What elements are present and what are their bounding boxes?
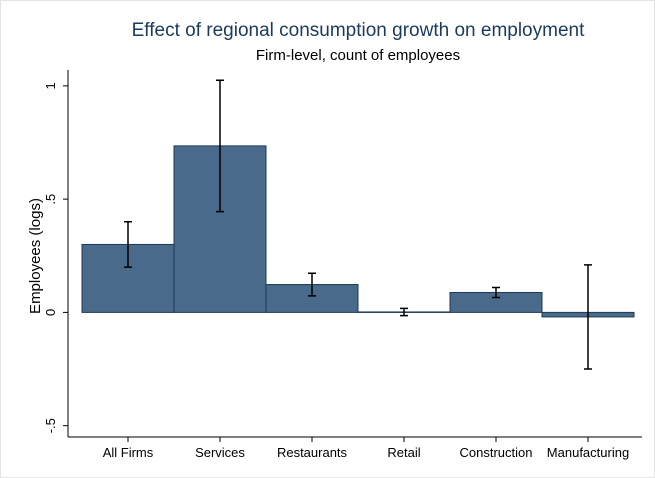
y-axis-title: Employees (logs) [27, 198, 44, 314]
x-tick-label: Manufacturing [547, 445, 629, 460]
error-bar [216, 79, 224, 213]
error-bar [584, 264, 592, 370]
x-tick-label: Restaurants [277, 445, 348, 460]
y-tick-label: 0 [43, 309, 58, 316]
y-tick-label: 1 [43, 82, 58, 89]
error-bar [308, 272, 316, 297]
chart-subtitle: Firm-level, count of employees [256, 47, 460, 64]
y-tick-label: -.5 [43, 418, 58, 433]
error-bar [124, 221, 132, 268]
chart-title: Effect of regional consumption growth on… [132, 20, 585, 41]
error-bar [400, 307, 408, 317]
error-bar [492, 286, 500, 299]
x-tick-label: Retail [387, 445, 420, 460]
x-tick-label: All Firms [103, 445, 154, 460]
x-tick-label: Construction [460, 445, 533, 460]
y-tick-label: .5 [43, 194, 58, 205]
x-tick-label: Services [195, 445, 245, 460]
